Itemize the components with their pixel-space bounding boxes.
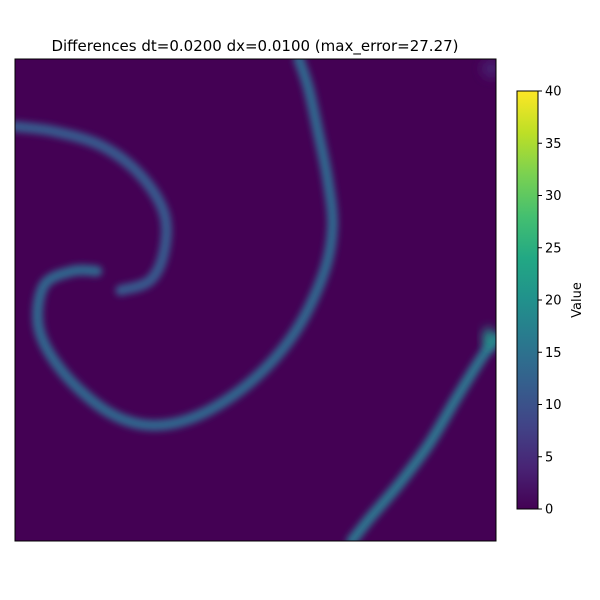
plot-area <box>14 58 497 542</box>
colorbar-gradient <box>517 91 538 509</box>
colorbar-tick-label: 15 <box>545 346 562 361</box>
colorbar-tick-label: 40 <box>545 85 562 100</box>
plot-background <box>15 59 496 541</box>
colorbar-tick-label: 30 <box>545 189 562 204</box>
plot-frame <box>14 58 497 542</box>
colorbar-tick-label: 35 <box>545 137 562 152</box>
colorbar-tick-label: 0 <box>545 503 553 518</box>
outer-arc <box>32 59 339 431</box>
colorbar-tick-label: 5 <box>545 450 553 465</box>
top-right-faint-spot <box>481 59 496 79</box>
lower-right-arc <box>346 333 496 541</box>
inner-arc <box>15 121 172 296</box>
right-edge-spot <box>482 327 495 350</box>
heatmap-features <box>15 59 496 541</box>
colorbar-label: Value <box>570 282 585 318</box>
colorbar-tick-label: 10 <box>545 398 562 413</box>
colorbar: 0 5 10 15 20 25 30 35 40 Value <box>516 85 585 518</box>
colorbar-tick-label: 20 <box>545 294 562 309</box>
colorbar-ticks: 0 5 10 15 20 25 30 35 40 <box>538 85 562 518</box>
chart-title: Differences dt=0.0200 dx=0.0100 (max_err… <box>51 37 458 56</box>
colorbar-tick-label: 25 <box>545 241 562 256</box>
